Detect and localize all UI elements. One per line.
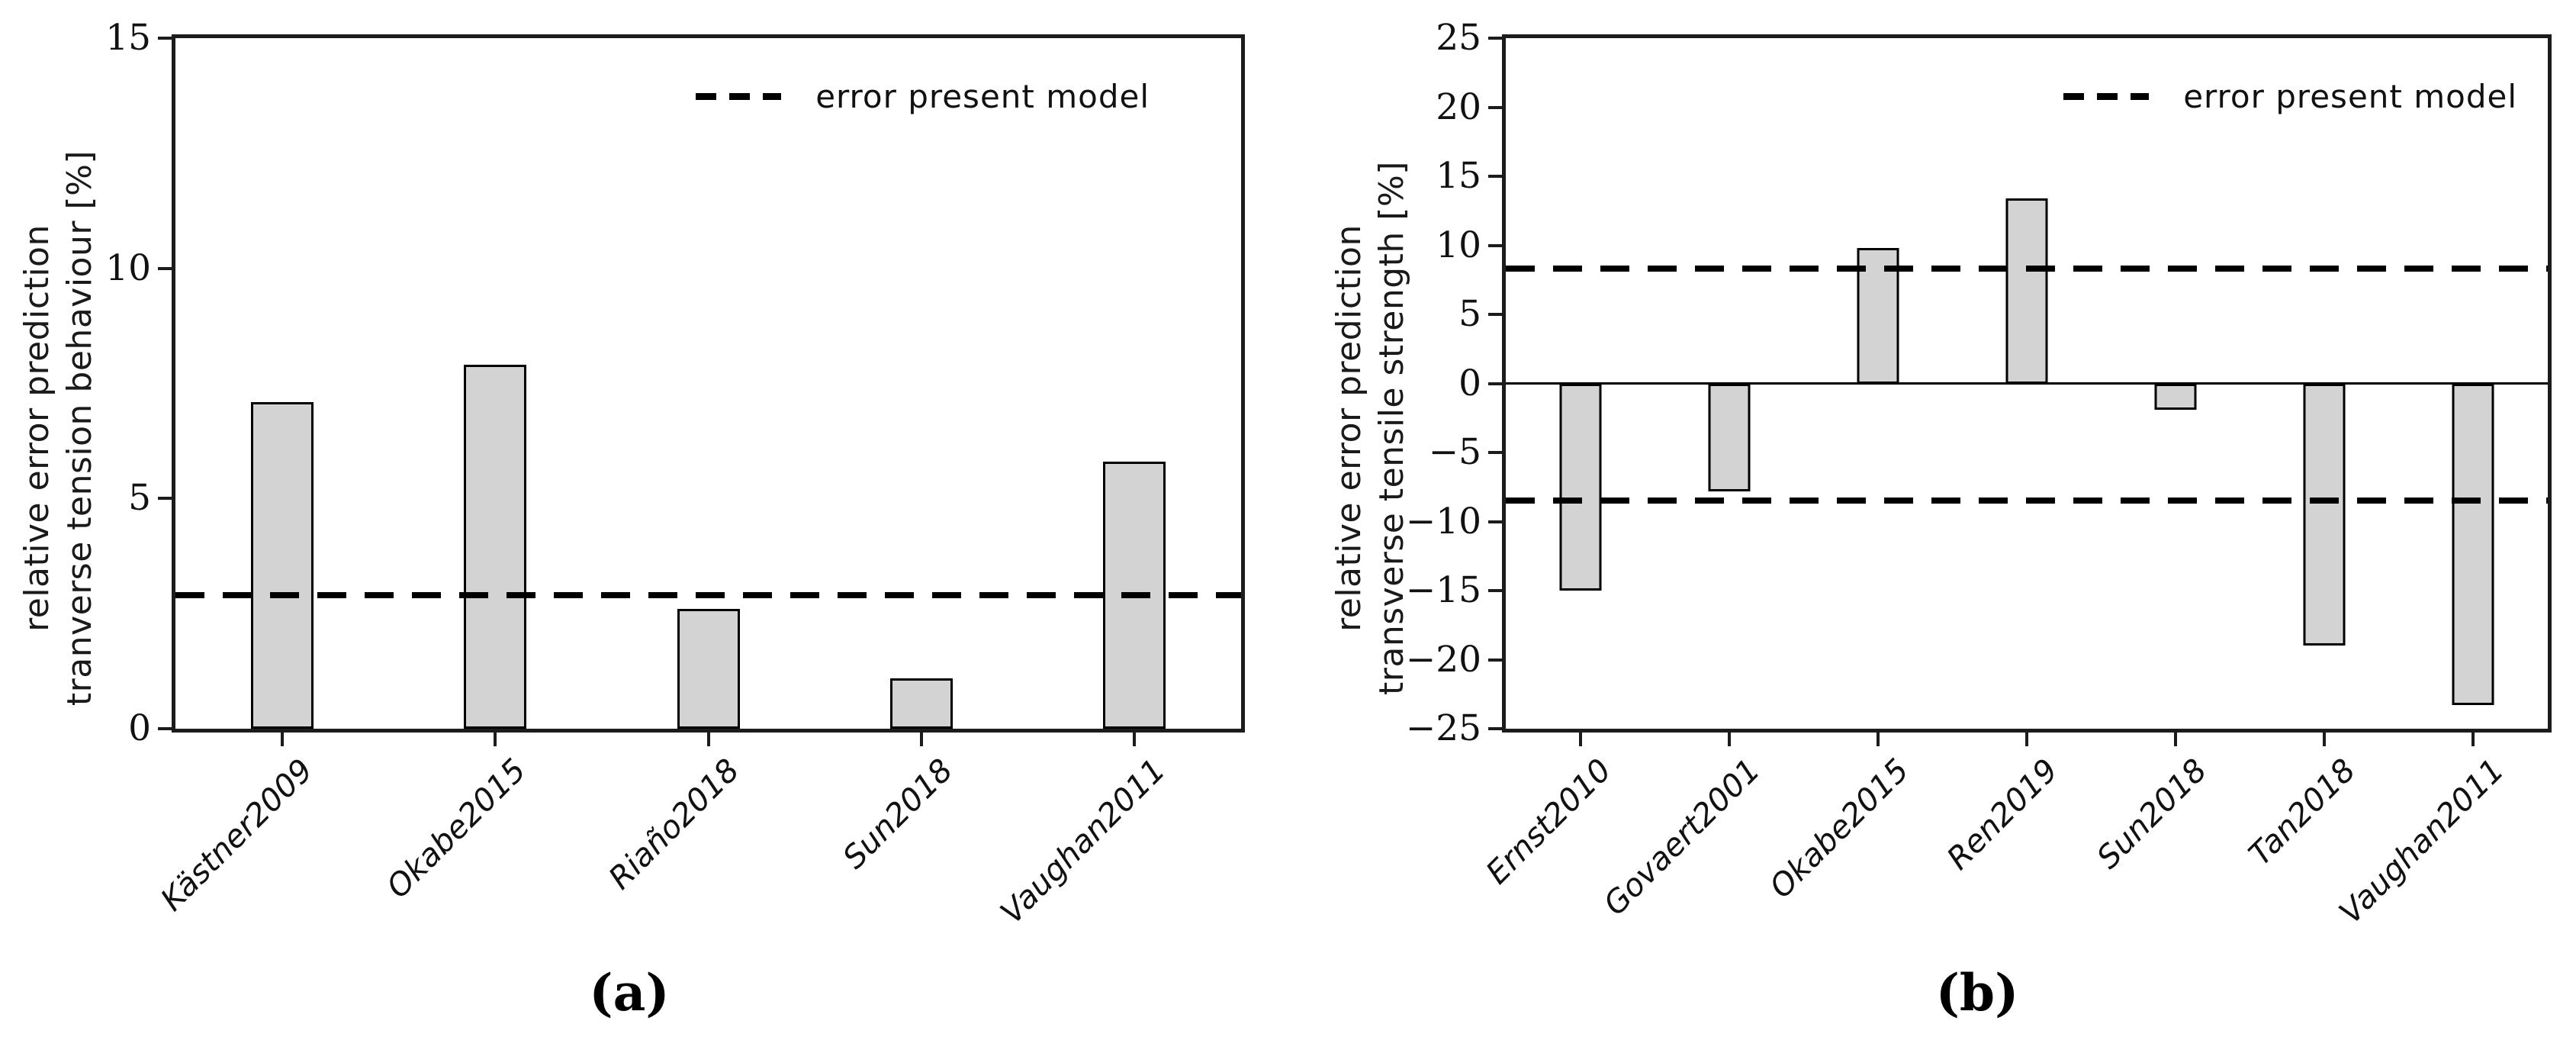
x-tick-label-Tan2018: Tan2018 xyxy=(2241,752,2363,873)
y-tick-mark xyxy=(1488,175,1502,178)
y-tick-label: −10 xyxy=(1405,500,1481,543)
legend-b: error present model xyxy=(2063,78,2517,115)
y-tick-label: 25 xyxy=(1436,17,1481,59)
x-tick-mark xyxy=(280,733,284,746)
y-tick-label: −20 xyxy=(1405,638,1481,681)
dashed-line-legend-sample xyxy=(696,93,782,100)
bar-Riaño2018 xyxy=(677,609,740,729)
x-tick-mark xyxy=(2323,733,2327,746)
x-tick-label-Ernst2010: Ernst2010 xyxy=(1478,752,1619,891)
x-tick-mark xyxy=(706,733,710,746)
x-tick-label-Okabe2015: Okabe2015 xyxy=(379,752,534,906)
bar-Ren2019 xyxy=(2005,198,2048,384)
y-tick-label: −5 xyxy=(1428,431,1481,473)
caption-b: (b) xyxy=(1935,963,2019,1022)
x-tick-mark xyxy=(494,733,497,746)
plot-area-a: error present model 0 5 10 15 Kästner2009 Oka… xyxy=(105,17,1245,931)
legend-a: error present model xyxy=(696,78,1150,115)
y-tick-label: −15 xyxy=(1405,569,1481,611)
bar-Sun2018 xyxy=(889,678,953,729)
bar-Kästner2009 xyxy=(250,401,314,729)
y-tick-label: 5 xyxy=(1458,293,1481,335)
y-tick-mark xyxy=(158,37,172,40)
x-tick-label-Vaughan2011: Vaughan2011 xyxy=(993,752,1173,931)
y-axis-label-a-line2: tranverse tension behaviour [%] xyxy=(60,150,99,707)
x-tick-label-Sun2018: Sun2018 xyxy=(835,752,960,876)
x-tick-mark xyxy=(2025,733,2028,746)
bar-Okabe2015 xyxy=(464,365,527,729)
bar-Sun2018 xyxy=(2154,383,2197,410)
legend-label: error present model xyxy=(815,78,1150,115)
y-tick-mark xyxy=(1488,37,1502,40)
y-tick-mark xyxy=(1488,520,1502,523)
y-tick-label: 15 xyxy=(105,17,151,59)
y-tick-label: 0 xyxy=(1458,362,1481,404)
y-tick-label: 10 xyxy=(105,246,151,289)
x-tick-label-Okabe2015: Okabe2015 xyxy=(1762,752,1916,906)
y-tick-label: 20 xyxy=(1436,85,1481,128)
y-tick-mark xyxy=(1488,658,1502,662)
y-tick-label: −25 xyxy=(1405,707,1481,749)
plot-area-b: error present model −25 −20 −15 −10 −5 0 5 10 15… xyxy=(1406,17,2552,931)
x-tick-mark xyxy=(919,733,923,746)
y-tick-mark xyxy=(1488,451,1502,454)
legend-label: error present model xyxy=(2183,78,2517,115)
y-tick-mark xyxy=(1488,243,1502,247)
x-tick-mark xyxy=(1727,733,1731,746)
y-axis-label-a: relative error prediction tranverse tens… xyxy=(16,77,101,779)
bar-Tan2018 xyxy=(2303,383,2346,646)
bar-Govaert2001 xyxy=(1708,383,1751,491)
y-axis-label-a-line1: relative error prediction xyxy=(18,224,56,632)
error-present-model-dashed-line xyxy=(175,592,1241,599)
y-tick-mark xyxy=(1488,105,1502,109)
y-tick-mark xyxy=(1488,382,1502,385)
bar-Vaughan2011 xyxy=(2452,383,2494,706)
y-tick-mark xyxy=(158,266,172,270)
y-tick-mark xyxy=(158,497,172,501)
x-tick-label-Sun2018: Sun2018 xyxy=(2089,752,2214,876)
x-tick-mark xyxy=(2471,733,2475,746)
x-tick-label-Ren2019: Ren2019 xyxy=(1939,752,2065,878)
x-tick-mark xyxy=(2174,733,2178,746)
y-tick-mark xyxy=(1488,589,1502,592)
y-tick-label: 10 xyxy=(1436,224,1481,266)
caption-a: (a) xyxy=(589,963,670,1022)
x-tick-mark xyxy=(1133,733,1137,746)
x-tick-label-Kästner2009: Kästner2009 xyxy=(153,752,320,919)
y-tick-label: 5 xyxy=(128,477,151,520)
zero-baseline xyxy=(1506,382,2548,385)
error-present-model-dashed-line xyxy=(1506,266,2548,272)
x-tick-label-Govaert2001: Govaert2001 xyxy=(1596,752,1767,923)
y-tick-mark xyxy=(158,727,172,730)
y-tick-label: 15 xyxy=(1436,155,1481,197)
y-tick-mark xyxy=(1488,727,1502,730)
y-tick-label: 0 xyxy=(128,707,151,749)
dashed-line-legend-sample xyxy=(2063,93,2150,100)
x-tick-label-Riaño2018: Riaño2018 xyxy=(601,752,747,897)
bar-Ernst2010 xyxy=(1559,383,1602,591)
x-tick-mark xyxy=(1876,733,1880,746)
error-present-model-dashed-line xyxy=(1506,498,2548,504)
y-tick-mark xyxy=(1488,313,1502,316)
x-tick-mark xyxy=(1578,733,1582,746)
